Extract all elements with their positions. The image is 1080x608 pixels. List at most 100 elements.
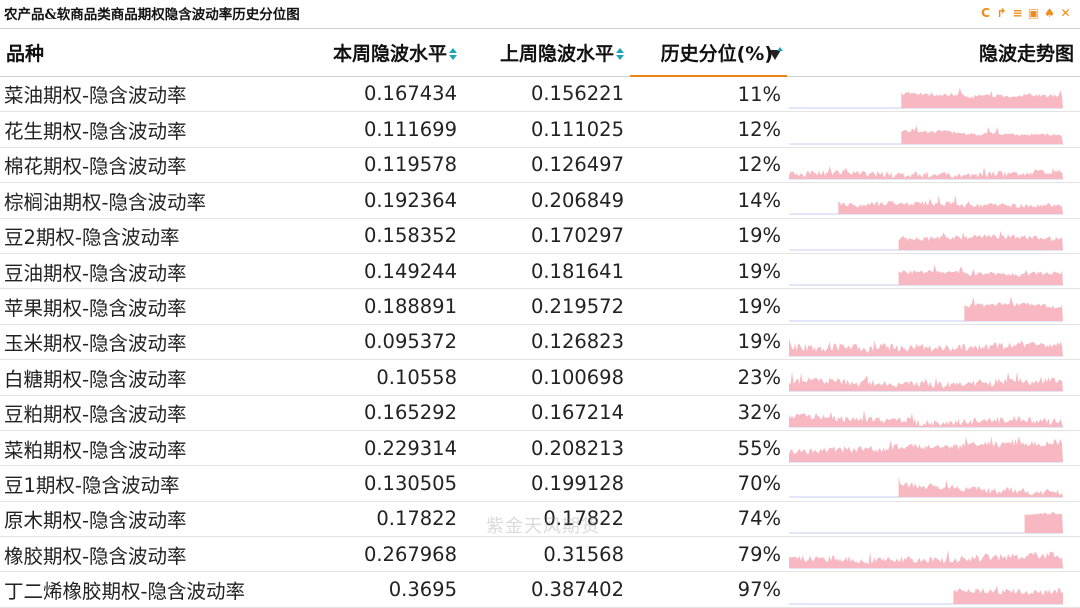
percentile-value: 11%: [630, 76, 787, 113]
sparkline-area: [898, 230, 1063, 250]
expand-icon[interactable]: ✕: [1060, 5, 1071, 20]
table-row[interactable]: 豆2期权-隐含波动率 0.158352 0.170297 19%: [0, 218, 1080, 254]
column-header-trend: 隐波走势图: [787, 28, 1080, 77]
sparkline-area: [789, 166, 1063, 179]
sparkline-area: [964, 295, 1063, 321]
table-row[interactable]: 棕榈油期权-隐含波动率 0.192364 0.206849 14%: [0, 182, 1080, 219]
column-header-this-week[interactable]: 本周隐波水平: [296, 28, 463, 77]
percentile-value: 97%: [630, 571, 787, 608]
trend-sparkline-cell: [787, 465, 1080, 502]
trend-sparkline-cell: [787, 253, 1080, 290]
table-row[interactable]: 苹果期权-隐含波动率 0.188891 0.219572 19%: [0, 288, 1080, 325]
this-week-value: 0.149244: [296, 253, 463, 290]
trend-sparkline-cell: [787, 501, 1080, 538]
trend-sparkline: [789, 166, 1063, 180]
table-row[interactable]: 豆粕期权-隐含波动率 0.165292 0.167214 32%: [0, 395, 1080, 431]
trend-sparkline: [789, 125, 1063, 145]
this-week-value: 0.167434: [296, 76, 463, 113]
last-week-value: 0.126823: [463, 324, 630, 361]
table-row[interactable]: 丁二烯橡胶期权-隐含波动率 0.3695 0.387402 97%: [0, 571, 1080, 608]
last-week-value: 0.31568: [463, 536, 630, 573]
column-header-name[interactable]: 品种: [0, 28, 296, 77]
percentile-value: 14%: [630, 182, 787, 219]
table-row[interactable]: 原木期权-隐含波动率 0.17822 0.17822 74%: [0, 501, 1080, 538]
table-row[interactable]: 玉米期权-隐含波动率 0.095372 0.126823 19%: [0, 324, 1080, 361]
this-week-value: 0.130505: [296, 465, 463, 502]
trend-sparkline: [789, 371, 1063, 392]
trend-sparkline: [789, 550, 1063, 569]
column-header-percentile[interactable]: 历史分位(%): [630, 28, 787, 77]
percentile-value: 12%: [630, 147, 787, 184]
sparkline-area: [1024, 511, 1063, 533]
trend-sparkline-cell: [787, 324, 1080, 361]
table-row[interactable]: 菜油期权-隐含波动率 0.167434 0.156221 11%: [0, 76, 1080, 113]
share-icon[interactable]: ↱: [996, 5, 1007, 20]
last-week-value: 0.100698: [463, 359, 630, 396]
percentile-value: 19%: [630, 324, 787, 361]
bell-icon[interactable]: ♠: [1044, 5, 1055, 20]
trend-sparkline-cell: [787, 430, 1080, 467]
variety-name: 豆1期权-隐含波动率: [0, 465, 296, 502]
sparkline-area: [953, 584, 1063, 604]
percentile-value: 23%: [630, 359, 787, 396]
table-row[interactable]: 豆1期权-隐含波动率 0.130505 0.199128 70%: [0, 465, 1080, 502]
toolbar: C ↱ ≡ ▣ ♠ ✕: [979, 5, 1072, 20]
sparkline-area: [838, 194, 1063, 215]
this-week-value: 0.188891: [296, 288, 463, 325]
list-icon[interactable]: ≡: [1012, 5, 1023, 20]
trend-sparkline: [789, 436, 1063, 463]
this-week-value: 0.095372: [296, 324, 463, 361]
trend-sparkline: [789, 264, 1063, 286]
percentile-value: 32%: [630, 395, 787, 431]
last-week-value: 0.206849: [463, 182, 630, 219]
trend-sparkline-cell: [787, 218, 1080, 254]
variety-name: 豆粕期权-隐含波动率: [0, 395, 296, 431]
table-row[interactable]: 白糖期权-隐含波动率 0.10558 0.100698 23%: [0, 359, 1080, 396]
table-row[interactable]: 菜粕期权-隐含波动率 0.229314 0.208213 55%: [0, 430, 1080, 467]
trend-sparkline: [789, 584, 1063, 605]
trend-sparkline: [789, 338, 1063, 357]
variety-name: 菜油期权-隐含波动率: [0, 76, 296, 113]
volatility-table: 品种 本周隐波水平 上周隐波水平 历史分位(%) 隐波走势图 菜油期权-隐含波动…: [0, 28, 1080, 608]
variety-name: 原木期权-隐含波动率: [0, 501, 296, 538]
percentile-value: 12%: [630, 111, 787, 148]
trend-sparkline-cell: [787, 395, 1080, 431]
trend-sparkline-cell: [787, 147, 1080, 184]
variety-name: 花生期权-隐含波动率: [0, 111, 296, 148]
page-title: 农产品&软商品类商品期权隐含波动率历史分位图: [4, 7, 300, 23]
last-week-value: 0.387402: [463, 571, 630, 608]
sparkline-area: [789, 409, 1063, 427]
trend-sparkline: [789, 230, 1063, 251]
variety-name: 棕榈油期权-隐含波动率: [0, 182, 296, 219]
table-row[interactable]: 棉花期权-隐含波动率 0.119578 0.126497 12%: [0, 147, 1080, 184]
trend-sparkline-cell: [787, 182, 1080, 219]
this-week-value: 0.17822: [296, 501, 463, 538]
percentile-value: 19%: [630, 253, 787, 290]
trend-sparkline: [789, 409, 1063, 428]
percentile-value: 55%: [630, 430, 787, 467]
table-row[interactable]: 花生期权-隐含波动率 0.111699 0.111025 12%: [0, 111, 1080, 148]
column-header-last-week[interactable]: 上周隐波水平: [463, 28, 630, 77]
this-week-value: 0.165292: [296, 395, 463, 431]
percentile-value: 79%: [630, 536, 787, 573]
table-row[interactable]: 橡胶期权-隐含波动率 0.267968 0.31568 79%: [0, 536, 1080, 573]
title-bar: 农产品&软商品类商品期权隐含波动率历史分位图 C ↱ ≡ ▣ ♠ ✕: [0, 0, 1080, 26]
sparkline-area: [789, 338, 1063, 356]
sort-icon[interactable]: [449, 48, 457, 61]
this-week-value: 0.10558: [296, 359, 463, 396]
percentile-value: 19%: [630, 288, 787, 325]
image-save-icon[interactable]: ▣: [1027, 5, 1040, 20]
last-week-value: 0.167214: [463, 395, 630, 431]
variety-name: 菜粕期权-隐含波动率: [0, 430, 296, 467]
percentile-value: 74%: [630, 501, 787, 538]
variety-name: 丁二烯橡胶期权-隐含波动率: [0, 571, 296, 608]
refresh-icon[interactable]: C: [981, 5, 990, 20]
sort-desc-icon[interactable]: [769, 47, 783, 61]
table-row[interactable]: 豆油期权-隐含波动率 0.149244 0.181641 19%: [0, 253, 1080, 290]
sort-icon[interactable]: [616, 48, 624, 61]
last-week-value: 0.17822: [463, 501, 630, 538]
this-week-value: 0.3695: [296, 571, 463, 608]
variety-name: 豆2期权-隐含波动率: [0, 218, 296, 254]
trend-sparkline: [789, 295, 1063, 322]
this-week-value: 0.111699: [296, 111, 463, 148]
